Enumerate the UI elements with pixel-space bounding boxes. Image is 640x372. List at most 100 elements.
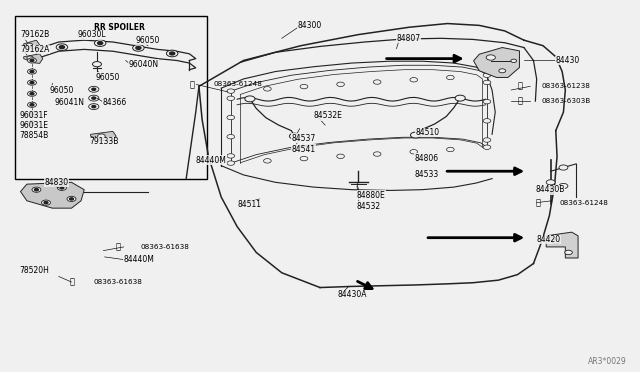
Circle shape — [227, 161, 235, 165]
Circle shape — [132, 45, 144, 51]
Text: 84537: 84537 — [291, 134, 316, 142]
Circle shape — [30, 104, 34, 106]
Circle shape — [30, 81, 34, 84]
Text: 79162A: 79162A — [20, 45, 50, 54]
Text: Ⓢ: Ⓢ — [518, 97, 522, 106]
Circle shape — [483, 80, 491, 85]
Circle shape — [170, 52, 175, 55]
Circle shape — [35, 189, 38, 191]
Text: 84880E: 84880E — [357, 191, 386, 200]
Text: 96050: 96050 — [135, 36, 159, 45]
Text: 84430: 84430 — [556, 56, 580, 65]
Text: Ⓢ: Ⓢ — [70, 278, 75, 286]
Circle shape — [227, 135, 235, 139]
Circle shape — [300, 84, 308, 89]
Text: 84806: 84806 — [414, 154, 438, 163]
Circle shape — [564, 250, 572, 255]
Text: 08363-61248: 08363-61248 — [214, 81, 262, 87]
Circle shape — [337, 154, 344, 158]
Text: 84510: 84510 — [415, 128, 440, 137]
Circle shape — [67, 196, 76, 202]
Circle shape — [27, 56, 33, 60]
Text: 84440M: 84440M — [124, 255, 155, 264]
Circle shape — [28, 112, 36, 116]
Circle shape — [483, 119, 491, 123]
Circle shape — [28, 121, 36, 126]
Polygon shape — [24, 40, 40, 49]
Text: 96030L: 96030L — [78, 30, 106, 39]
Text: 84366: 84366 — [102, 99, 126, 108]
Text: 96050: 96050 — [49, 86, 74, 94]
Circle shape — [89, 104, 99, 110]
Text: 84430A: 84430A — [338, 291, 367, 299]
Circle shape — [227, 96, 235, 100]
Text: 78520H: 78520H — [19, 266, 49, 275]
Circle shape — [28, 80, 36, 85]
Circle shape — [92, 106, 96, 108]
Circle shape — [245, 96, 255, 102]
Circle shape — [264, 158, 271, 163]
Circle shape — [30, 70, 34, 73]
Circle shape — [28, 69, 36, 74]
Circle shape — [28, 58, 36, 63]
Text: 08363-6303B: 08363-6303B — [541, 98, 591, 104]
Text: Ⓢ: Ⓢ — [116, 243, 121, 251]
Circle shape — [30, 122, 34, 124]
Circle shape — [58, 185, 67, 190]
Circle shape — [30, 93, 34, 95]
Text: 84541: 84541 — [291, 145, 316, 154]
Circle shape — [300, 156, 308, 161]
Circle shape — [32, 187, 41, 192]
Polygon shape — [24, 54, 43, 63]
Circle shape — [483, 145, 491, 150]
Circle shape — [483, 73, 491, 77]
Circle shape — [98, 42, 102, 45]
Text: Ⓢ: Ⓢ — [518, 82, 522, 91]
Circle shape — [227, 154, 235, 158]
Circle shape — [98, 134, 105, 138]
Circle shape — [95, 40, 106, 46]
Circle shape — [410, 132, 420, 138]
Text: 96050: 96050 — [96, 73, 120, 81]
Circle shape — [559, 165, 568, 170]
Circle shape — [546, 180, 555, 185]
Circle shape — [30, 60, 34, 62]
Circle shape — [89, 95, 99, 101]
Bar — [15, 16, 207, 179]
Text: Ⓢ: Ⓢ — [536, 198, 540, 207]
Circle shape — [42, 200, 51, 205]
Text: 08363-61638: 08363-61638 — [140, 244, 189, 250]
Text: 84807: 84807 — [396, 34, 420, 43]
Circle shape — [89, 86, 99, 92]
Circle shape — [483, 138, 491, 142]
Text: 08363-61238: 08363-61238 — [541, 83, 591, 89]
Circle shape — [410, 150, 417, 154]
Text: 84420: 84420 — [537, 235, 561, 244]
Text: 84430B: 84430B — [536, 185, 564, 194]
Text: 84511: 84511 — [237, 200, 261, 209]
Circle shape — [552, 239, 559, 244]
Circle shape — [26, 43, 33, 47]
Text: AR3*0029: AR3*0029 — [588, 357, 627, 366]
Circle shape — [92, 88, 96, 90]
Text: 84830: 84830 — [45, 178, 69, 187]
Text: 84532E: 84532E — [314, 111, 342, 121]
Text: 08363-61248: 08363-61248 — [559, 200, 609, 206]
Text: 84533: 84533 — [414, 170, 438, 179]
Text: 84532: 84532 — [357, 202, 381, 211]
Circle shape — [28, 102, 36, 108]
Text: 78854B: 78854B — [19, 131, 49, 140]
Circle shape — [92, 97, 96, 99]
Text: 84300: 84300 — [298, 21, 322, 30]
Circle shape — [227, 89, 235, 93]
Text: Ⓢ: Ⓢ — [189, 80, 195, 89]
Circle shape — [486, 55, 495, 60]
Text: 96031F: 96031F — [19, 110, 48, 120]
Text: 96041N: 96041N — [54, 99, 84, 108]
Circle shape — [511, 59, 516, 62]
Circle shape — [483, 99, 491, 104]
Circle shape — [447, 147, 454, 152]
Circle shape — [373, 80, 381, 84]
Polygon shape — [20, 182, 84, 208]
Circle shape — [56, 44, 68, 51]
